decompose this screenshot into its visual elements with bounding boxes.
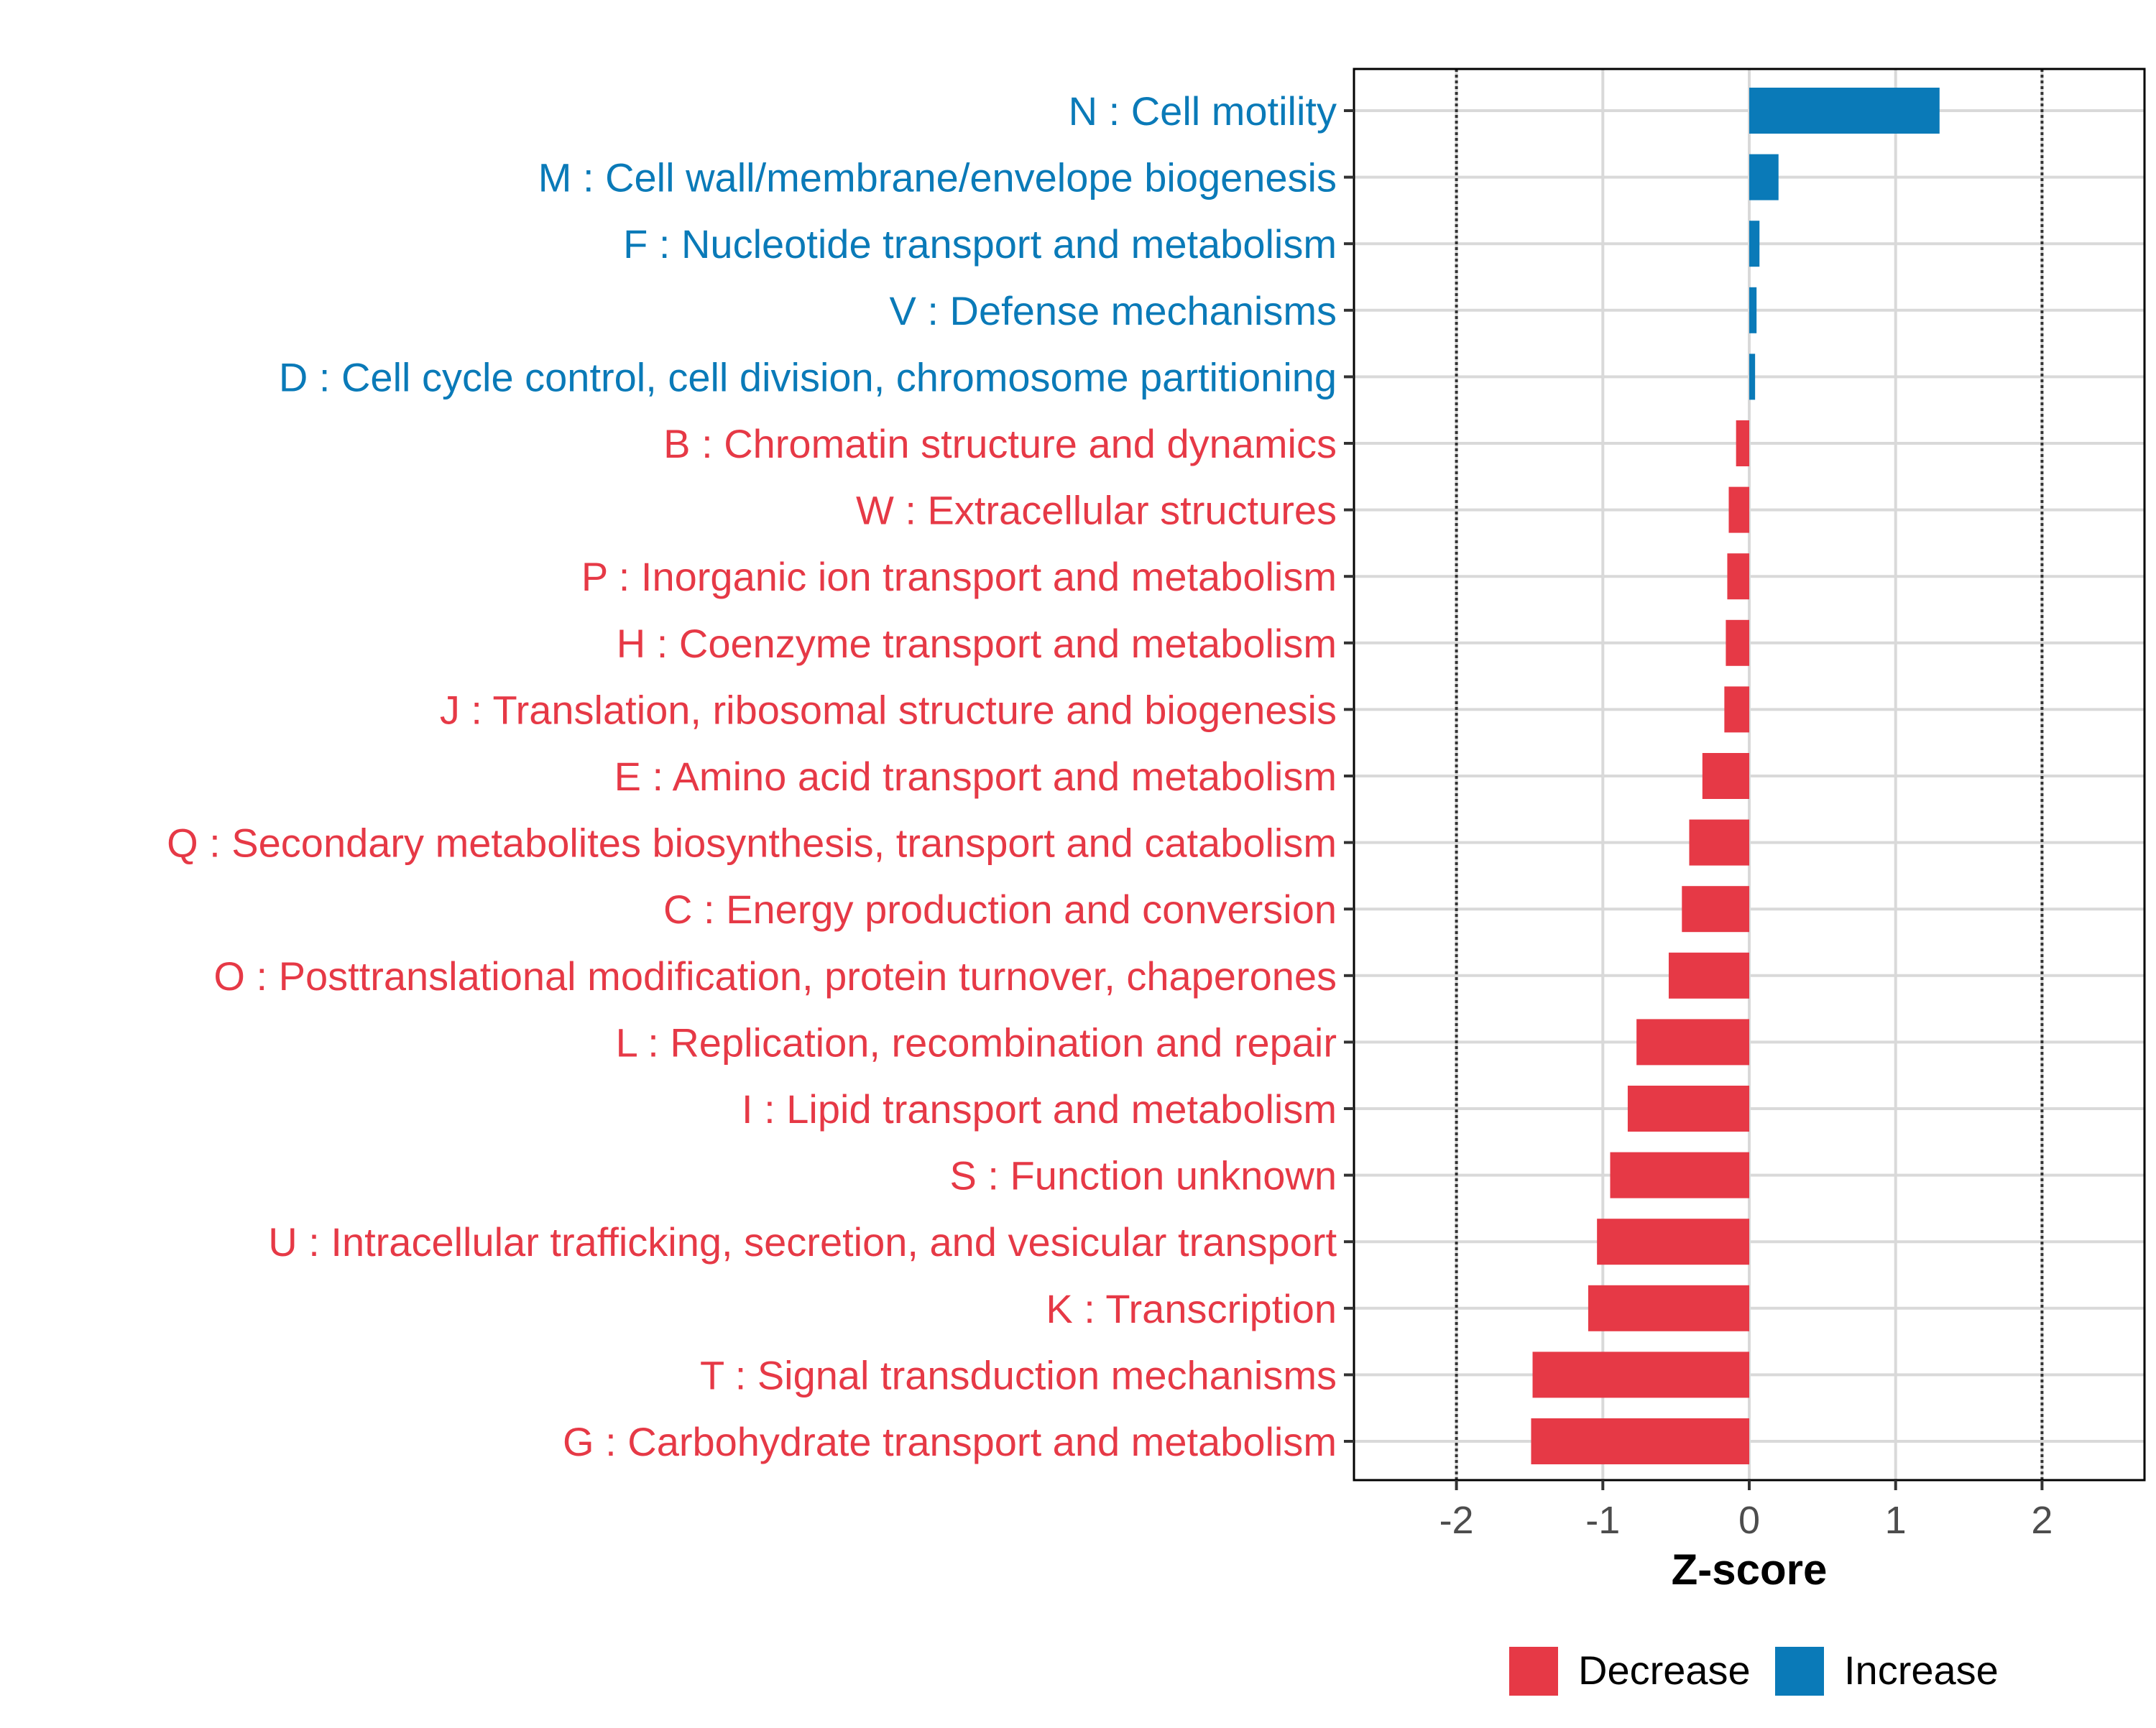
- bar: [1627, 1086, 1749, 1132]
- bar: [1749, 88, 1940, 134]
- bar: [1749, 154, 1779, 200]
- category-label: T : Signal transduction mechanisms: [700, 1352, 1337, 1397]
- category-label: P : Inorganic ion transport and metaboli…: [581, 554, 1337, 599]
- x-axis-ticks: -2 -1 0 1 2: [1439, 1480, 2053, 1542]
- bar: [1749, 221, 1760, 267]
- category-label: M : Cell wall/membrane/envelope biogenes…: [538, 155, 1337, 200]
- x-tick-label: 1: [1885, 1499, 1907, 1542]
- category-label: L : Replication, recombination and repai…: [616, 1020, 1337, 1065]
- bar: [1532, 1352, 1749, 1398]
- x-axis-title: Z-score: [1672, 1546, 1828, 1594]
- category-label: O : Posttranslational modification, prot…: [213, 953, 1337, 999]
- bar: [1689, 819, 1749, 866]
- category-label: H : Coenzyme transport and metabolism: [617, 621, 1337, 666]
- bar: [1588, 1285, 1749, 1331]
- category-label: D : Cell cycle control, cell division, c…: [279, 354, 1337, 399]
- bars: [1531, 88, 1940, 1464]
- legend-label: Increase: [1844, 1648, 1999, 1693]
- x-tick-label: 2: [2031, 1499, 2053, 1542]
- category-label: V : Defense mechanisms: [890, 288, 1337, 333]
- bar: [1724, 686, 1749, 733]
- legend-key-increase: [1775, 1647, 1824, 1696]
- category-label: Q : Secondary metabolites biosynthesis, …: [167, 821, 1337, 866]
- bar: [1726, 619, 1749, 666]
- category-label: E : Amino acid transport and metabolism: [614, 754, 1337, 799]
- x-tick-label: -2: [1439, 1499, 1474, 1542]
- bar: [1728, 486, 1749, 533]
- bar: [1702, 753, 1749, 799]
- category-label: S : Function unknown: [949, 1153, 1337, 1198]
- category-label: B : Chromatin structure and dynamics: [663, 421, 1337, 466]
- category-label: J : Translation, ribosomal structure and…: [440, 687, 1337, 732]
- category-label: U : Intracellular trafficking, secretion…: [268, 1219, 1337, 1265]
- bar: [1727, 553, 1749, 600]
- bar: [1597, 1219, 1749, 1265]
- bar: [1682, 886, 1749, 933]
- bar: [1610, 1152, 1749, 1198]
- category-label: W : Extracellular structures: [856, 488, 1337, 533]
- bar: [1531, 1418, 1749, 1464]
- legend-key-decrease: [1509, 1647, 1558, 1696]
- bar: [1736, 420, 1749, 466]
- x-tick-label: -1: [1585, 1499, 1620, 1542]
- category-label: I : Lipid transport and metabolism: [742, 1086, 1337, 1132]
- category-label: C : Energy production and conversion: [663, 887, 1337, 932]
- legend: Decrease Increase: [1509, 1647, 1999, 1696]
- category-label: G : Carbohydrate transport and metabolis…: [563, 1419, 1337, 1464]
- bar: [1668, 952, 1749, 999]
- y-axis-ticks: [1344, 109, 1354, 1443]
- legend-label: Decrease: [1578, 1648, 1751, 1693]
- bar: [1749, 287, 1757, 333]
- category-label: N : Cell motility: [1069, 88, 1337, 134]
- bar: [1749, 354, 1756, 400]
- category-label: K : Transcription: [1046, 1286, 1337, 1331]
- y-axis-labels: N : Cell motility M : Cell wall/membrane/…: [167, 88, 1337, 1464]
- x-tick-label: 0: [1738, 1499, 1760, 1542]
- category-label: F : Nucleotide transport and metabolism: [623, 221, 1337, 267]
- bar: [1636, 1019, 1749, 1066]
